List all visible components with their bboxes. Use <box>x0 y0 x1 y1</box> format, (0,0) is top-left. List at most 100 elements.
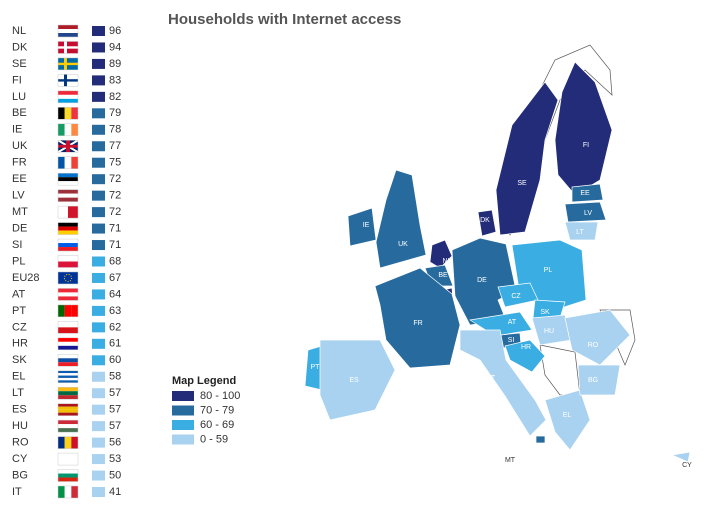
country-value: 57 <box>109 387 121 399</box>
country-code: LV <box>12 190 25 202</box>
value-swatch <box>92 91 105 102</box>
flag-stripe <box>58 33 78 37</box>
flag-border <box>57 337 79 351</box>
flag-stripe <box>58 387 78 392</box>
value-swatch <box>92 108 105 119</box>
flag-cross <box>58 144 78 148</box>
flag-stripe <box>71 123 78 136</box>
map-label: PL <box>544 267 553 274</box>
country-code: DE <box>12 222 27 234</box>
flag-stripe <box>64 123 72 136</box>
flag-border <box>57 24 79 38</box>
flag-border <box>57 41 79 54</box>
flag-stripe <box>64 107 72 120</box>
map-label: NL <box>443 258 452 265</box>
flag-border <box>57 123 79 137</box>
value-swatch <box>92 322 105 333</box>
flag-stripe <box>58 436 65 449</box>
value-swatch <box>92 75 105 86</box>
flag-stripe <box>64 156 72 169</box>
flag <box>57 370 79 383</box>
country-code: CY <box>12 453 28 465</box>
country-code: DK <box>12 41 28 53</box>
legend-label: 80 - 100 <box>200 390 240 402</box>
country-area <box>477 209 497 237</box>
value-swatch <box>92 454 105 465</box>
flag <box>57 436 79 449</box>
flag-border <box>57 271 79 285</box>
flag-stripe <box>58 403 78 407</box>
flag-stripe <box>58 239 78 244</box>
country-code: BG <box>12 469 28 481</box>
flag-stripe <box>58 395 78 400</box>
legend-label: 70 - 79 <box>200 404 234 416</box>
country-code: PL <box>12 255 25 267</box>
value-swatch <box>92 289 105 300</box>
country-value: 94 <box>109 41 121 53</box>
country-area <box>374 267 461 369</box>
country-code: EL <box>12 371 25 383</box>
flag-border <box>57 419 79 433</box>
map-label: DK <box>480 217 490 224</box>
value-swatch <box>92 305 105 316</box>
country-code: SK <box>12 354 27 366</box>
flag <box>57 255 79 268</box>
flag-stripe <box>58 391 78 396</box>
flag-border <box>57 255 79 268</box>
value-swatch <box>92 58 105 69</box>
flag <box>57 24 79 38</box>
flag-stripe <box>58 230 78 235</box>
country-value: 68 <box>109 255 121 267</box>
value-swatch <box>92 487 105 497</box>
country-value: 57 <box>109 404 121 416</box>
country-code: CZ <box>12 321 27 333</box>
flag-border <box>57 222 79 235</box>
country-area <box>459 329 547 437</box>
country-area <box>564 309 631 366</box>
flag-border <box>57 189 79 202</box>
flag <box>57 337 79 351</box>
flag-border <box>57 172 79 186</box>
flag-stars <box>63 273 73 283</box>
flag-stripe <box>58 292 78 297</box>
country-value: 62 <box>109 321 121 333</box>
flag-stripe <box>58 193 78 198</box>
country-value: 57 <box>109 420 121 432</box>
flag-border <box>57 403 79 416</box>
flag-stripe <box>58 373 78 376</box>
flag-border <box>57 57 79 71</box>
flag-stripe <box>58 226 78 231</box>
country-area <box>571 183 604 203</box>
value-swatch <box>92 388 105 399</box>
flag-field <box>58 271 78 284</box>
map-label: FR <box>413 320 422 327</box>
value-swatch <box>92 223 105 234</box>
flag-stripe <box>58 296 78 301</box>
map-label: BG <box>588 377 598 384</box>
flag-stripe <box>58 29 78 33</box>
flag-stripe <box>58 25 78 29</box>
flag-stripe <box>58 197 78 202</box>
country-value: 77 <box>109 140 121 152</box>
flag-stripe <box>58 243 78 248</box>
flag-stripe <box>58 261 78 268</box>
value-swatch <box>92 256 105 267</box>
legend-swatch <box>172 420 194 430</box>
country-code: ES <box>12 404 27 416</box>
country-area <box>564 221 599 241</box>
map-label: ES <box>349 377 359 384</box>
flag-stripe <box>58 486 65 498</box>
flag-stripe <box>58 337 78 342</box>
country-value: 63 <box>109 305 121 317</box>
flag-stripe <box>64 436 72 449</box>
map-label: MT <box>505 457 516 464</box>
flag-stripe <box>58 412 78 416</box>
country-code: UK <box>12 140 28 152</box>
map-label: IT <box>489 375 496 382</box>
flag-stripe <box>58 370 78 374</box>
country-code: SI <box>12 239 22 251</box>
flag-border <box>57 107 79 120</box>
flag-stripe <box>58 477 78 482</box>
flag-stripe <box>58 424 78 429</box>
